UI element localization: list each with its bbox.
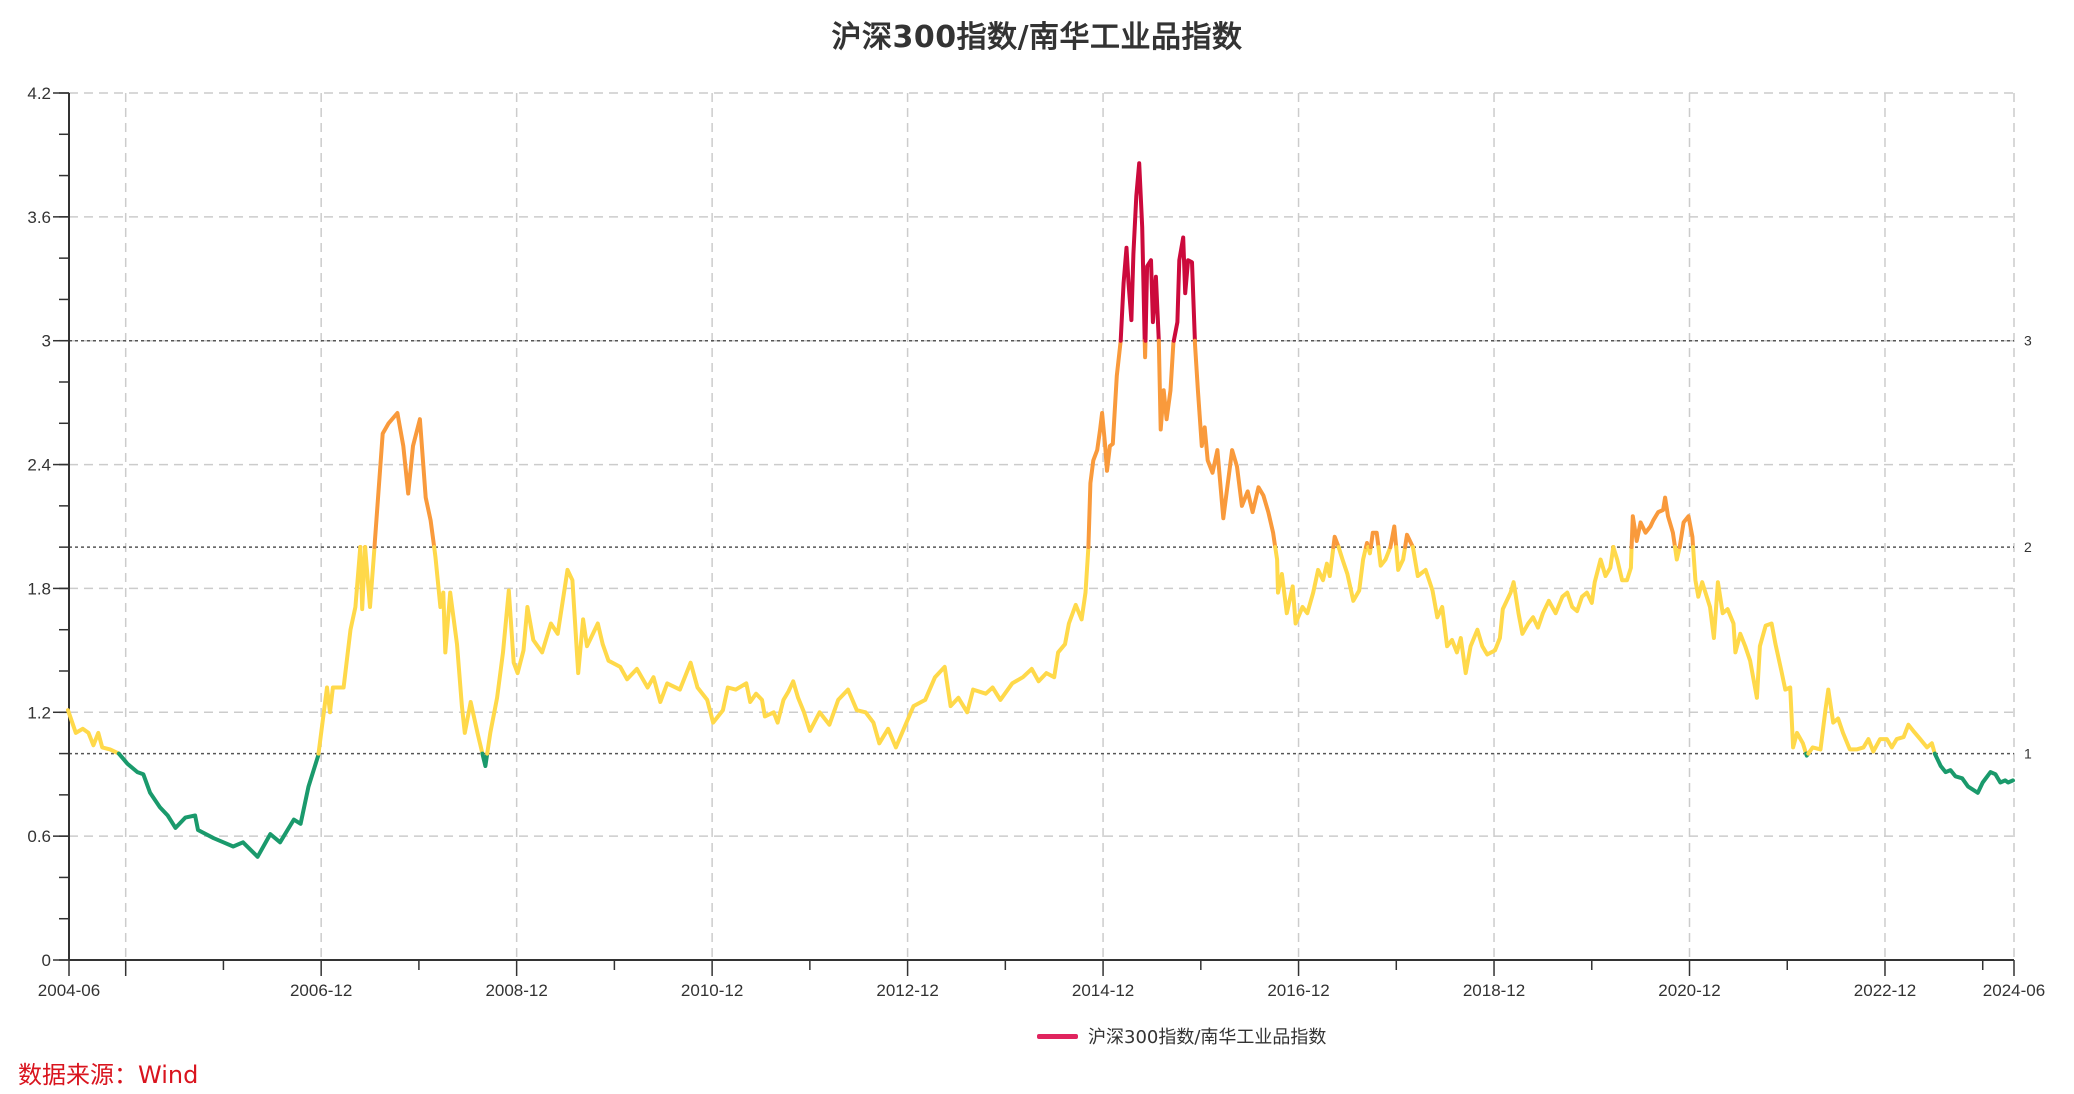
series-segment [485, 545, 1091, 756]
x-tick-label: 2018-12 [1463, 981, 1525, 1000]
x-tick-label: 2014-12 [1072, 981, 1134, 1000]
series-segment [1677, 514, 1696, 550]
reference-line-label: 2 [2024, 539, 2032, 555]
series-segment [1143, 258, 1161, 343]
series-segment [1691, 545, 1809, 756]
y-tick-label: 3.6 [27, 208, 51, 227]
series-segment [1118, 161, 1147, 343]
series-segment [1394, 545, 1408, 572]
series-segment [1403, 532, 1415, 550]
reference-line-label: 1 [2024, 746, 2032, 762]
x-tick-label: 2012-12 [876, 981, 938, 1000]
series-segment [1806, 687, 1937, 756]
series-segment [1331, 534, 1341, 550]
series-segment [1273, 545, 1336, 626]
series-segment [480, 751, 490, 768]
series-segment [1388, 524, 1399, 550]
series-segment [372, 411, 437, 550]
x-tick-label: 2020-12 [1658, 981, 1720, 1000]
series-segment [1366, 545, 1373, 556]
data-series-line [66, 161, 2015, 859]
reference-line-label: 3 [2024, 333, 2032, 349]
y-tick-label: 1.2 [27, 703, 51, 722]
series-segment [1192, 338, 1278, 550]
y-tick-label: 3 [42, 332, 51, 351]
series-segment [316, 545, 363, 756]
y-tick-label: 0 [42, 951, 51, 970]
series-segment [1673, 545, 1682, 562]
axes: 0 0.6 1.2 1.8 2.4 3 3.6 4.2 2004-06 2006-12 2008-1… [27, 84, 2045, 1000]
legend[interactable]: 沪深300指数/南华工业品指数 [1037, 1022, 1326, 1050]
x-tick-label: 2004-06 [38, 981, 100, 1000]
series-segment [1086, 338, 1123, 550]
y-tick-label: 4.2 [27, 84, 51, 103]
series-segment [66, 708, 121, 756]
series-segment [1156, 338, 1176, 432]
series-segment [116, 751, 321, 859]
grid-lines [69, 92, 2015, 960]
legend-line-swatch-icon [1037, 1033, 1078, 1039]
y-tick-label: 0.6 [27, 827, 51, 846]
series-segment [1932, 751, 2015, 795]
series-segment [432, 545, 485, 756]
x-tick-label: 2024-06 [1983, 981, 2045, 1000]
series-segment [1629, 495, 1677, 550]
series-segment [1368, 530, 1381, 550]
series-segment [1410, 545, 1616, 676]
x-tick-label: 2022-12 [1854, 981, 1916, 1000]
series-segment [1142, 338, 1148, 360]
legend-label: 沪深300指数/南华工业品指数 [1088, 1027, 1327, 1048]
series-segment [1611, 545, 1634, 583]
x-tick-label: 2016-12 [1267, 981, 1329, 1000]
series-segment [1336, 545, 1368, 603]
series-segment [1376, 545, 1393, 568]
data-source-note: 数据来源：Wind [18, 1061, 199, 1089]
y-tick-label: 2.4 [27, 456, 51, 475]
chart-title: 沪深300指数/南华工业品指数 [831, 20, 1243, 55]
reference-lines: 1 2 3 [69, 333, 2032, 762]
x-tick-label: 2006-12 [290, 981, 352, 1000]
series-segment [363, 545, 377, 609]
series-segment [1171, 235, 1197, 343]
y-tick-label: 1.8 [27, 579, 51, 598]
x-tick-label: 2008-12 [485, 981, 547, 1000]
series-segment [358, 545, 368, 612]
x-tick-label: 2010-12 [681, 981, 743, 1000]
